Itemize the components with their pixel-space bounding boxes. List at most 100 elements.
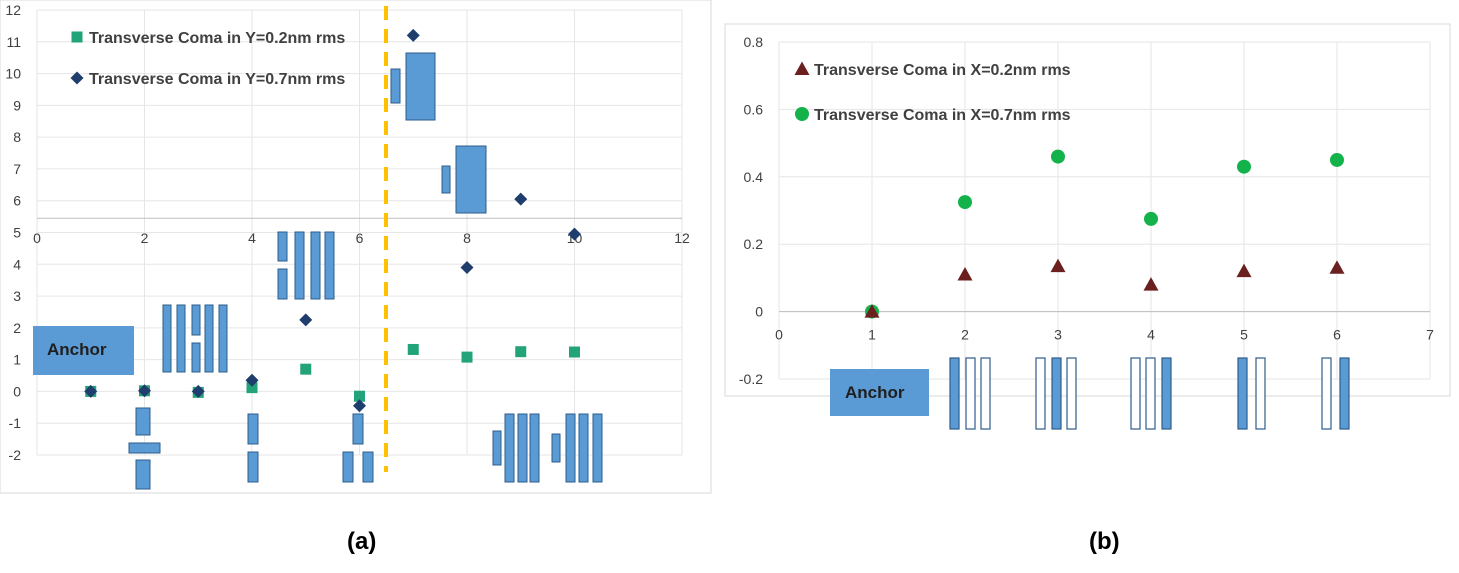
panel-a-diamond-point: [299, 313, 313, 327]
panel-a-xtick-label: 0: [33, 230, 41, 246]
panel-a-diamond-point: [568, 227, 581, 241]
panel-a-layout-rect: [247, 451, 259, 483]
panel-b-circle-point: [1330, 152, 1344, 167]
panel-a-legend-label: Transverse Coma in Y=0.7nm rms: [89, 71, 345, 88]
panel-a-xtick-label: 12: [674, 230, 690, 246]
panel-b-layout-rect: [1145, 357, 1156, 430]
panel-a-xtick-label: 4: [248, 230, 256, 246]
panel-a-square-point: [300, 363, 312, 375]
panel-a-legend: Transverse Coma in Y=0.2nm rms Transverse…: [70, 30, 345, 88]
panel-a-diamond-point: [191, 384, 205, 398]
panel-a-ytick-label: 0: [13, 383, 21, 399]
panel-b-xtick-label: 4: [1147, 327, 1155, 343]
panel-a-axes: -2-10123456789101112024681012: [5, 2, 690, 463]
panel-a-layout-rect: [204, 304, 214, 373]
panel-a-layout-rect: [578, 413, 589, 483]
panel-a-xtick-label: 2: [141, 230, 149, 246]
panel-a-layout-rect: [441, 165, 451, 194]
panel-a-layout-shapes: [128, 52, 603, 490]
panel-b-frame: [724, 23, 1451, 397]
panel-a-ytick-label: 7: [13, 161, 21, 177]
panel-a-diamond-point: [353, 399, 366, 413]
panel-a-layout-rect: [324, 231, 335, 300]
panel-a-layout-rect: [176, 304, 186, 373]
panel-a-layout-rect: [529, 413, 540, 483]
panel-a-ytick-label: 3: [13, 288, 21, 304]
panel-b-anchor-box: Anchor: [830, 369, 929, 416]
panel-b-ytick-label: 0: [755, 304, 763, 320]
panel-b-anchor-label: Anchor: [845, 383, 905, 402]
panel-b-points: [864, 149, 1345, 319]
panel-b-label: (b): [1089, 528, 1120, 555]
panel-a-anchor-label: Anchor: [47, 340, 107, 359]
panel-a-layout-rect: [277, 231, 288, 262]
panel-b-layout-rect: [1066, 357, 1077, 430]
panel-b-layout-rect: [1255, 357, 1266, 430]
panel-a-layout-rect: [218, 304, 228, 373]
panel-b-xtick-label: 6: [1333, 327, 1341, 343]
panel-a-layout-rect: [405, 52, 436, 121]
panel-b-triangle-point: [1143, 277, 1159, 291]
panel-a-diamond-point: [245, 373, 259, 387]
panel-b-layout-rect: [980, 357, 991, 430]
panel-b-triangle-point: [1329, 260, 1345, 274]
panel-a-diamond-point: [514, 192, 528, 206]
panel-a-layout-rect: [565, 413, 576, 483]
panel-a-diamond-point: [84, 384, 98, 398]
panel-a-square-point: [246, 382, 258, 394]
panel-b-xtick-label: 1: [868, 327, 876, 343]
panel-b-legend: Transverse Coma in X=0.2nm rms Transverse…: [794, 61, 1071, 124]
panel-a-diamond-point: [460, 260, 474, 274]
panel-a-frame: [0, 0, 712, 494]
panel-b-xtick-label: 0: [775, 327, 783, 343]
panel-b-layout-rect: [949, 357, 960, 430]
panel-b-xtick-label: 7: [1426, 327, 1434, 343]
panel-a-ytick-label: 8: [13, 129, 21, 145]
panel-b-circle-point: [1144, 211, 1158, 226]
panel-a-layout-rect: [135, 459, 151, 490]
panel-b-layout-rect: [1161, 357, 1172, 430]
panel-b-legend-label: Transverse Coma in X=0.2nm rms: [814, 62, 1071, 79]
panel-a-layout-rect: [592, 413, 603, 483]
panel-b-layout-rect: [1035, 357, 1046, 430]
panel-b-xtick-label: 3: [1054, 327, 1062, 343]
panel-a-layout-rect: [191, 304, 201, 336]
panel-a-layout-rect: [342, 451, 354, 483]
panel-a-label: (a): [347, 528, 376, 555]
panel-a-ytick-label: 4: [13, 256, 21, 272]
panel-b-triangle-point: [1050, 258, 1066, 273]
panel-a-layout-rect: [294, 231, 305, 300]
panel-a-ytick-label: 9: [13, 97, 21, 113]
panel-a-layout-rect: [247, 413, 259, 445]
panel-a-square-point: [515, 346, 527, 358]
panel-b-ytick-label: 0.6: [744, 101, 764, 117]
panel-b-circle-point: [958, 195, 972, 210]
panel-b-layout-rect: [1130, 357, 1141, 430]
panel-b-ytick-label: 0.4: [744, 169, 764, 185]
panel-a-layout-rect: [128, 442, 161, 454]
panel-a-layout-rect: [191, 342, 201, 373]
panel-a-ytick-label: 6: [13, 193, 21, 209]
panel-a-ytick-label: -1: [9, 415, 22, 431]
panel-b-legend-label: Transverse Coma in X=0.7nm rms: [814, 107, 1071, 124]
panel-a-ytick-label: 11: [6, 34, 21, 50]
panel-a-legend-label: Transverse Coma in Y=0.2nm rms: [89, 30, 345, 47]
panel-a-legend-marker: [70, 71, 84, 85]
panel-a-ytick-label: 5: [13, 225, 21, 241]
panel-a-ytick-label: 12: [5, 2, 21, 18]
panel-b-layout-rect: [965, 357, 976, 430]
panel-a-layout-rect: [135, 407, 151, 436]
panel-a-square-point: [354, 390, 365, 402]
panel-a-points: [84, 28, 581, 413]
panel-a-layout-rect: [162, 304, 172, 373]
panel-a-layout-rect: [504, 413, 515, 483]
panel-a-layout-rect: [362, 451, 374, 483]
panel-b-legend-marker: [795, 107, 809, 121]
panel-a-layout-rect: [310, 231, 321, 300]
panel-b-ytick-label: -0.2: [739, 371, 763, 387]
panel-a-layout-rect: [551, 433, 561, 463]
panel-b-triangle-point: [957, 267, 973, 281]
panel-a-layout-rect: [277, 268, 288, 300]
panel-a-diamond-point: [406, 28, 420, 42]
